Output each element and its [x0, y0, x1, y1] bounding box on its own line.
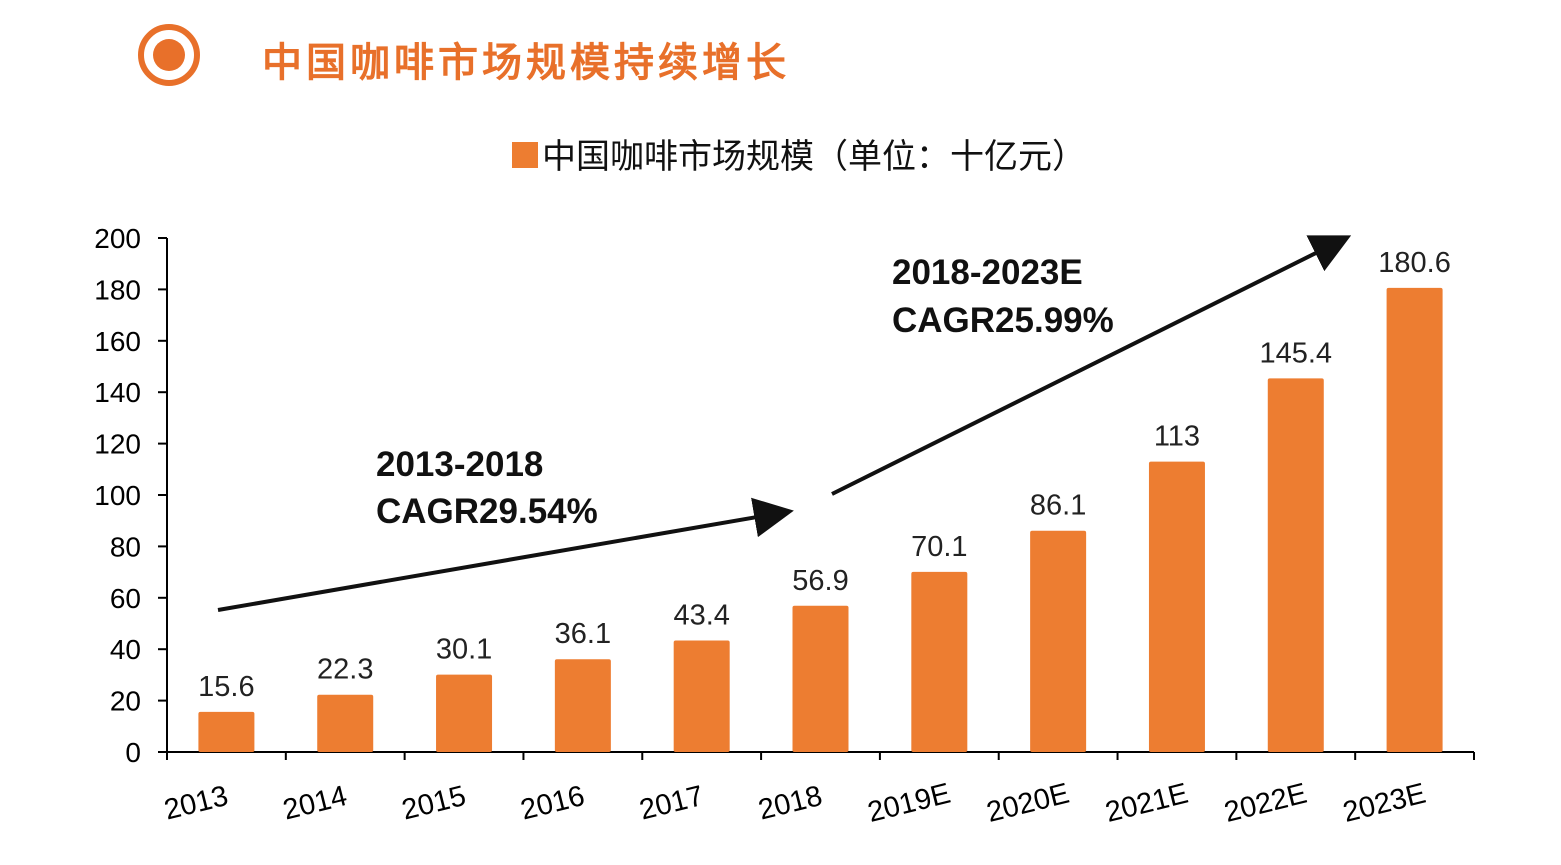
x-tick-label-2023E: 2023E: [1340, 778, 1429, 829]
annotation-cagr-1: CAGR29.54%: [376, 492, 598, 531]
legend-swatch: [512, 142, 538, 168]
page-title: 中国咖啡市场规模持续增长: [262, 39, 790, 86]
x-tick-label-2016: 2016: [518, 780, 588, 827]
y-tick-label: 20: [110, 686, 141, 717]
bar-2022E: [1267, 378, 1324, 752]
annotation-period-1: 2013-2018: [376, 445, 543, 484]
data-label-2018: 56.9: [792, 565, 848, 597]
y-tick-label: 160: [94, 326, 141, 357]
cagr-annotations: 2013-2018 CAGR29.54% 2018-2023E CAGR25.9…: [217, 235, 1352, 612]
x-tick-label-2019E: 2019E: [865, 778, 954, 829]
x-tick-label-2022E: 2022E: [1221, 778, 1310, 829]
data-label-2013: 15.6: [198, 671, 254, 703]
bar-2023E: [1386, 287, 1443, 752]
data-labels: 15.6 22.3 30.1 36.1 43.4 56.9 70.1 86.1 113 145.4…: [198, 247, 1451, 703]
bar-2019E: [911, 571, 968, 752]
data-label-2017: 43.4: [673, 599, 729, 631]
x-tick-label-2018: 2018: [755, 780, 825, 827]
chart-legend: 中国咖啡市场规模（单位：十亿元）: [512, 137, 1086, 177]
annotation-cagr-2: CAGR25.99%: [892, 301, 1114, 340]
bar-2015: [436, 674, 493, 752]
x-tick-label-2015: 2015: [399, 780, 469, 827]
y-axis: 0 20 40 60 80 100 120 140 160 180 200: [94, 223, 168, 768]
x-tick-label-2013: 2013: [161, 780, 231, 827]
y-tick-label: 40: [110, 634, 141, 665]
data-label-2021E: 113: [1154, 421, 1200, 453]
data-label-2022E: 145.4: [1259, 337, 1332, 369]
annotation-period-2: 2018-2023E: [892, 253, 1083, 292]
x-tick-label-2014: 2014: [280, 780, 350, 827]
bar-2020E: [1030, 530, 1087, 752]
x-tick-label-2017: 2017: [636, 780, 706, 827]
bar-2021E: [1148, 461, 1205, 752]
data-label-2023E: 180.6: [1378, 247, 1451, 279]
y-tick-label: 80: [110, 531, 141, 562]
cagr-arrow-2013-2018: [217, 497, 794, 612]
x-tick-label-2021E: 2021E: [1102, 778, 1191, 829]
data-label-2016: 36.1: [555, 618, 611, 650]
y-tick-label: 0: [125, 737, 141, 768]
bar-2017: [673, 640, 730, 752]
legend-label: 中国咖啡市场规模（单位：十亿元）: [542, 137, 1086, 177]
bar-2014: [317, 694, 374, 752]
bar-2018: [792, 605, 849, 752]
cagr-arrow-2018-2023: [831, 235, 1352, 496]
y-tick-label: 60: [110, 583, 141, 614]
bar-series: [198, 287, 1443, 752]
data-label-2014: 22.3: [317, 654, 373, 686]
title-bullet-icon: [136, 22, 202, 88]
y-tick-label: 140: [94, 377, 141, 408]
x-tick-label-2020E: 2020E: [983, 778, 1072, 829]
y-tick-label: 100: [94, 480, 141, 511]
data-label-2020E: 86.1: [1030, 490, 1086, 522]
x-axis: 2013 2014 2015 2016 2017 2018 2019E 2020E 2021E 2…: [161, 751, 1475, 829]
y-tick-label: 200: [94, 223, 141, 254]
data-label-2015: 30.1: [436, 634, 492, 666]
data-label-2019E: 70.1: [911, 531, 967, 563]
y-tick-label: 120: [94, 429, 141, 460]
y-tick-label: 180: [94, 274, 141, 305]
bar-2013: [198, 711, 255, 752]
bar-2016: [554, 659, 611, 752]
